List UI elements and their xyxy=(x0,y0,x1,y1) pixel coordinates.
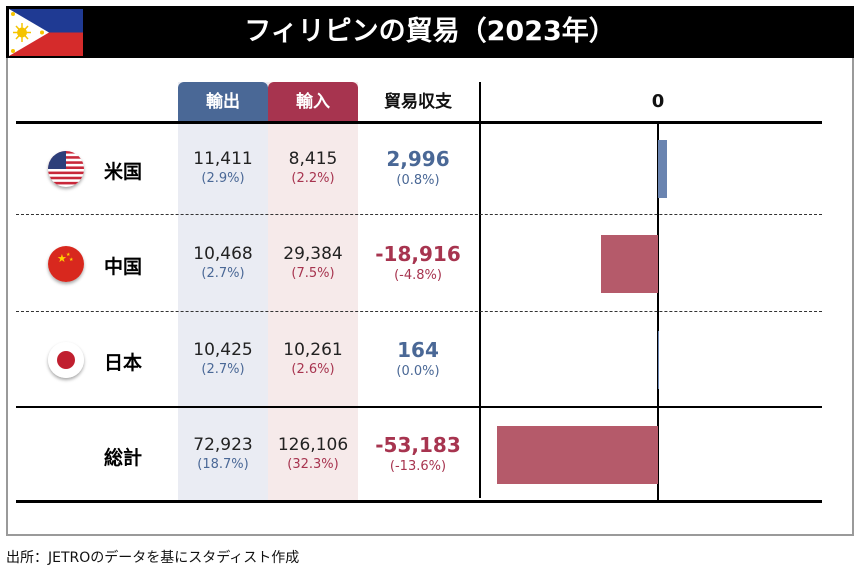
import-header: 輸入 xyxy=(268,82,358,122)
balance-cell: -18,916 (-4.8%) xyxy=(358,242,478,283)
us-flag-icon xyxy=(48,150,84,187)
svg-text:★: ★ xyxy=(69,257,74,263)
header-rule xyxy=(16,121,822,124)
balance-bar xyxy=(497,425,658,484)
svg-text:★: ★ xyxy=(66,252,71,258)
china-flag-icon: ★ ★ ★ xyxy=(48,245,84,282)
export-header: 輸出 xyxy=(178,82,268,122)
balance-share: (-4.8%) xyxy=(394,267,442,283)
export-share: (2.7%) xyxy=(201,265,245,281)
country-name: 日本 xyxy=(104,351,143,374)
export-share: (2.7%) xyxy=(201,361,245,377)
balance-cell: 2,996 (0.8%) xyxy=(358,147,478,188)
zero-axis xyxy=(657,122,659,502)
import-share: (2.6%) xyxy=(291,361,335,377)
export-value: 72,923 xyxy=(193,434,253,455)
export-cell: 11,411 (2.9%) xyxy=(178,149,268,186)
balance-header: 貿易収支 xyxy=(384,92,452,112)
balance-value: 2,996 xyxy=(386,146,450,171)
export-column-bg xyxy=(178,82,268,502)
balance-cell: 164 (0.0%) xyxy=(358,338,478,379)
country-name: 総計 xyxy=(104,446,143,469)
import-share: (2.2%) xyxy=(291,170,335,186)
balance-bar xyxy=(600,234,658,293)
export-value: 10,468 xyxy=(193,243,253,264)
total-divider xyxy=(16,406,822,408)
japan-flag-icon xyxy=(48,341,84,378)
balance-bar xyxy=(658,139,668,198)
import-cell: 29,384 (7.5%) xyxy=(268,244,358,281)
import-cell: 10,261 (2.6%) xyxy=(268,340,358,377)
balance-share: (-13.6%) xyxy=(389,458,447,474)
balance-value: -53,183 xyxy=(375,432,461,457)
country-name: 米国 xyxy=(104,160,143,183)
balance-share: (0.0%) xyxy=(396,363,440,379)
import-column-bg xyxy=(268,82,358,502)
philippines-flag-icon xyxy=(9,9,83,56)
page-title: フィリピンの貿易（2023年） xyxy=(244,16,616,47)
export-cell: 10,425 (2.7%) xyxy=(178,340,268,377)
balance-cell: -53,183 (-13.6%) xyxy=(358,433,478,474)
export-value: 11,411 xyxy=(193,148,253,169)
row-divider xyxy=(16,214,822,215)
import-value: 126,106 xyxy=(277,434,349,455)
balance-value: 164 xyxy=(397,337,439,362)
column-divider xyxy=(479,82,481,498)
export-value: 10,425 xyxy=(193,339,253,360)
source-note: 出所：JETROのデータを基にスタディスト作成 xyxy=(6,550,300,566)
zero-label: 0 xyxy=(651,91,665,112)
bottom-rule xyxy=(16,500,822,503)
export-cell: 72,923 (18.7%) xyxy=(178,435,268,472)
balance-bar xyxy=(658,330,659,389)
export-share: (18.7%) xyxy=(197,456,249,472)
export-cell: 10,468 (2.7%) xyxy=(178,244,268,281)
import-cell: 126,106 (32.3%) xyxy=(268,435,358,472)
country-name: 中国 xyxy=(104,255,143,278)
title-bar: フィリピンの貿易（2023年） xyxy=(6,6,854,58)
import-value: 29,384 xyxy=(283,243,343,264)
import-value: 8,415 xyxy=(288,148,338,169)
import-cell: 8,415 (2.2%) xyxy=(268,149,358,186)
import-share: (7.5%) xyxy=(291,265,335,281)
balance-value: -18,916 xyxy=(375,241,461,266)
import-share: (32.3%) xyxy=(287,456,339,472)
balance-share: (0.8%) xyxy=(396,172,440,188)
export-share: (2.9%) xyxy=(201,170,245,186)
svg-text:★: ★ xyxy=(57,252,67,265)
import-value: 10,261 xyxy=(283,339,343,360)
row-divider xyxy=(16,311,822,312)
